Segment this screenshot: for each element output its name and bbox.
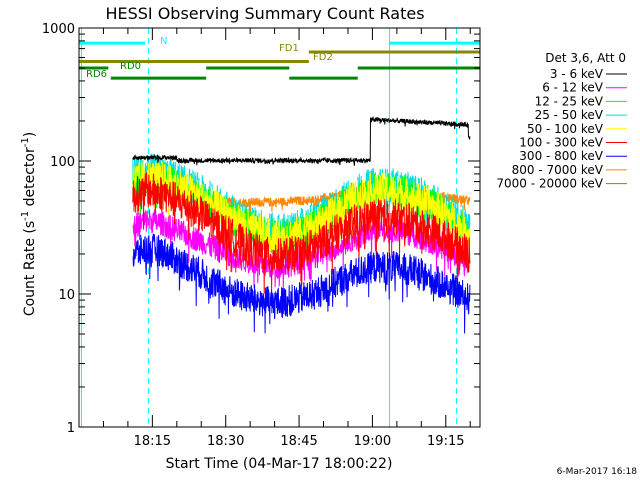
y-axis-label-exp2: -1 <box>20 137 31 147</box>
series-100-300kev-line <box>132 172 471 294</box>
x-tick-label-3: 19:00 <box>354 434 391 449</box>
legend-label-8: 7000 - 20000 keV <box>496 177 603 191</box>
legend-title: Det 3,6, Att 0 <box>545 51 626 65</box>
y-axis-label-exp1: -1 <box>20 211 31 221</box>
legend-label-6: 300 - 800 keV <box>519 149 603 163</box>
legend-label-0: 3 - 6 keV <box>550 67 604 81</box>
observing-flags: N FD1 FD2 RD0 RD6 <box>79 36 480 80</box>
plot-frame <box>78 27 481 428</box>
chart-title: HESSI Observing Summary Count Rates <box>105 4 424 23</box>
flag-rd0-label: RD0 <box>120 61 141 72</box>
x-tick-label-1: 18:30 <box>207 434 244 449</box>
y-tick-label-1: 10 <box>58 288 75 303</box>
legend-label-3: 25 - 50 keV <box>535 108 604 122</box>
series-layer <box>132 116 471 334</box>
flag-rd6-label: RD6 <box>86 69 107 80</box>
series-3-6kev-line <box>132 116 471 166</box>
series-50-100kev-line <box>132 161 471 274</box>
x-tick-label-2: 18:45 <box>280 434 317 449</box>
flag-n-label: N <box>160 36 167 47</box>
legend-label-2: 12 - 25 keV <box>535 94 604 108</box>
x-axis-label: Start Time (04-Mar-17 18:00:22) <box>166 456 393 472</box>
date-stamp: 6-Mar-2017 16:18 <box>557 467 638 477</box>
legend-label-4: 50 - 100 keV <box>527 122 604 136</box>
y-axis-label: Count Rate (s-1 detector-1) <box>20 132 38 316</box>
y-tick-label-3: 1000 <box>42 22 75 37</box>
flag-fd1-label: FD1 <box>279 43 299 54</box>
y-axis-label-end: ) <box>22 132 38 137</box>
x-tick-label-4: 19:15 <box>427 434 464 449</box>
x-tick-label-0: 18:15 <box>134 434 171 449</box>
series-300-800kev-line <box>132 233 471 334</box>
y-tick-label-0: 1 <box>67 421 75 436</box>
flag-fd2-label: FD2 <box>313 52 333 63</box>
legend-label-5: 100 - 300 keV <box>519 136 603 150</box>
y-axis-label-main: Count Rate (s <box>22 221 38 316</box>
y-tick-label-2: 100 <box>50 155 75 170</box>
axes: 1 10 100 1000 18:15 18:30 18:45 19:00 19:15 <box>42 22 481 449</box>
legend-label-7: 800 - 7000 keV <box>512 163 604 177</box>
legend-label-1: 6 - 12 keV <box>542 81 604 95</box>
y-axis-label-mid: detector <box>22 147 38 211</box>
